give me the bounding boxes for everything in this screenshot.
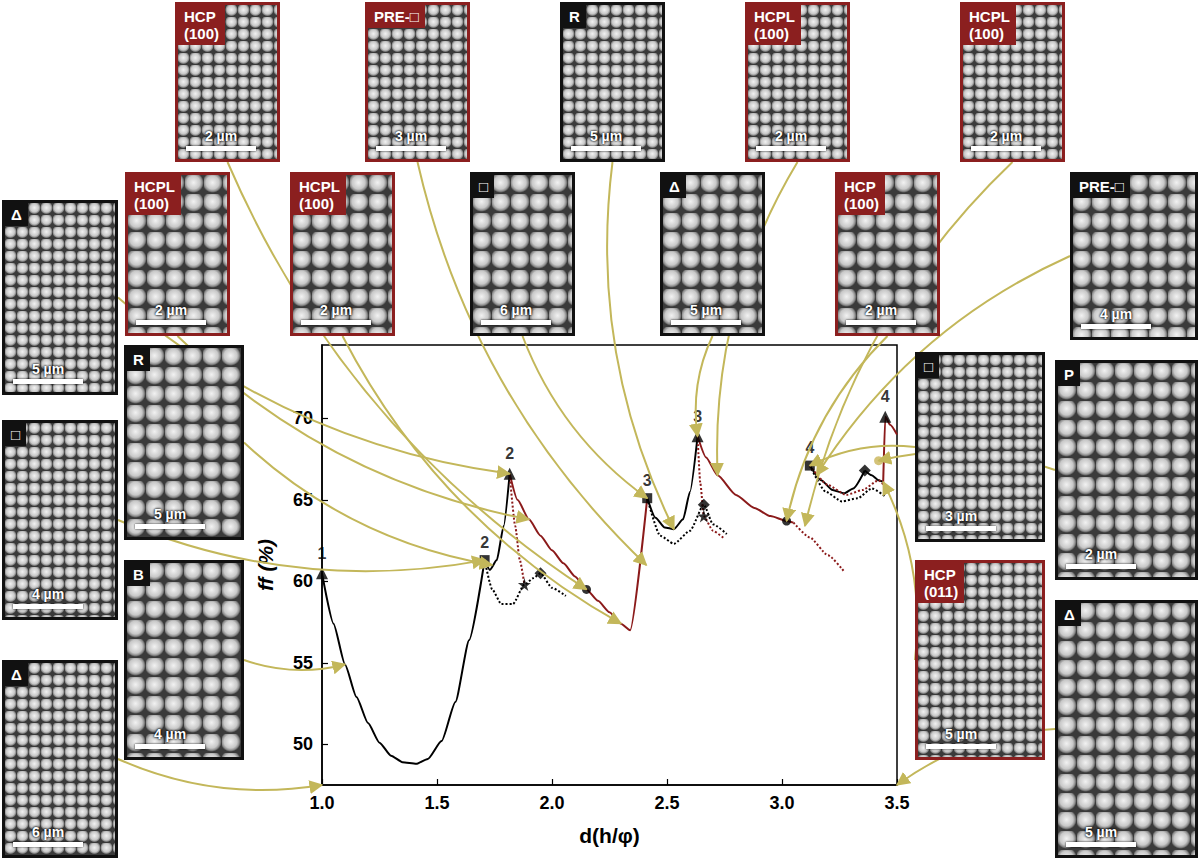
html-text:3 µm: 3 µm (944, 508, 978, 524)
svg-text:3.0: 3.0 (769, 793, 794, 813)
html-text:(100): (100) (844, 195, 879, 212)
svg-text:55: 55 (293, 653, 313, 673)
html-text:2 µm: 2 µm (154, 302, 188, 318)
html-text:(100): (100) (754, 25, 789, 42)
html-text:5 µm: 5 µm (1084, 824, 1118, 840)
html-text:2 µm: 2 µm (204, 128, 238, 144)
html-text:Δ: Δ (11, 666, 22, 683)
svg-text:d(h/φ): d(h/φ) (579, 824, 640, 847)
svg-text:1: 1 (318, 545, 327, 562)
html-text:(011): (011) (924, 583, 959, 600)
html-text:R: R (569, 8, 580, 25)
html-text:5 µm: 5 µm (589, 128, 623, 144)
html-text:4 µm: 4 µm (31, 586, 65, 602)
svg-text:3: 3 (693, 408, 702, 425)
svg-text:2.5: 2.5 (654, 793, 679, 813)
html-text:6 µm: 6 µm (31, 824, 65, 840)
svg-text:65: 65 (293, 490, 313, 510)
html-text:HCPL: HCPL (134, 178, 175, 195)
html-text:Δ: Δ (1064, 606, 1075, 623)
html-text:(100): (100) (134, 195, 169, 212)
html-text:(100): (100) (184, 25, 219, 42)
svg-text:3: 3 (643, 472, 652, 489)
html-text:5 µm: 5 µm (689, 302, 723, 318)
svg-text:3.5: 3.5 (884, 793, 909, 813)
html-text:4 µm: 4 µm (153, 726, 187, 742)
html-text:HCP: HCP (844, 178, 876, 195)
svg-text:1.0: 1.0 (309, 793, 334, 813)
svg-text:60: 60 (293, 571, 313, 591)
svg-text:2: 2 (480, 534, 489, 551)
html-text:4 µm: 4 µm (1099, 306, 1133, 322)
html-text:(100): (100) (299, 195, 334, 212)
html-text:2 µm: 2 µm (864, 302, 898, 318)
html-text:3 µm: 3 µm (394, 128, 428, 144)
html-text:2 µm: 2 µm (1084, 546, 1118, 562)
svg-text:4: 4 (881, 388, 890, 405)
html-text:Δ: Δ (11, 206, 22, 223)
html-text:2 µm: 2 µm (989, 128, 1023, 144)
svg-text:1.5: 1.5 (424, 793, 449, 813)
svg-text:4: 4 (805, 439, 814, 456)
svg-text:2: 2 (505, 445, 514, 462)
html-text:5 µm: 5 µm (944, 726, 978, 742)
html-text:2 µm: 2 µm (774, 128, 808, 144)
html-text:2 µm: 2 µm (319, 302, 353, 318)
html-text:HCP: HCP (924, 566, 956, 583)
html-text:R: R (133, 351, 144, 368)
html-text:Δ: Δ (669, 178, 680, 195)
svg-text:70: 70 (293, 408, 313, 428)
html-text:PRE-□: PRE-□ (374, 8, 419, 25)
svg-text:50: 50 (293, 734, 313, 754)
html-text:(100): (100) (969, 25, 1004, 42)
svg-text:ff (%): ff (%) (254, 539, 277, 591)
html-text:B: B (133, 566, 144, 583)
html-text:HCPL: HCPL (299, 178, 340, 195)
svg-text:2.0: 2.0 (539, 793, 564, 813)
html-text:P: P (1064, 366, 1074, 383)
html-text:5 µm: 5 µm (31, 361, 65, 377)
html-text:HCP: HCP (184, 8, 216, 25)
html-text:HCPL: HCPL (754, 8, 795, 25)
html-text:6 µm: 6 µm (499, 302, 533, 318)
html-text:HCPL: HCPL (969, 8, 1010, 25)
html-text:PRE-□: PRE-□ (1079, 178, 1124, 195)
html-text:5 µm: 5 µm (153, 506, 187, 522)
